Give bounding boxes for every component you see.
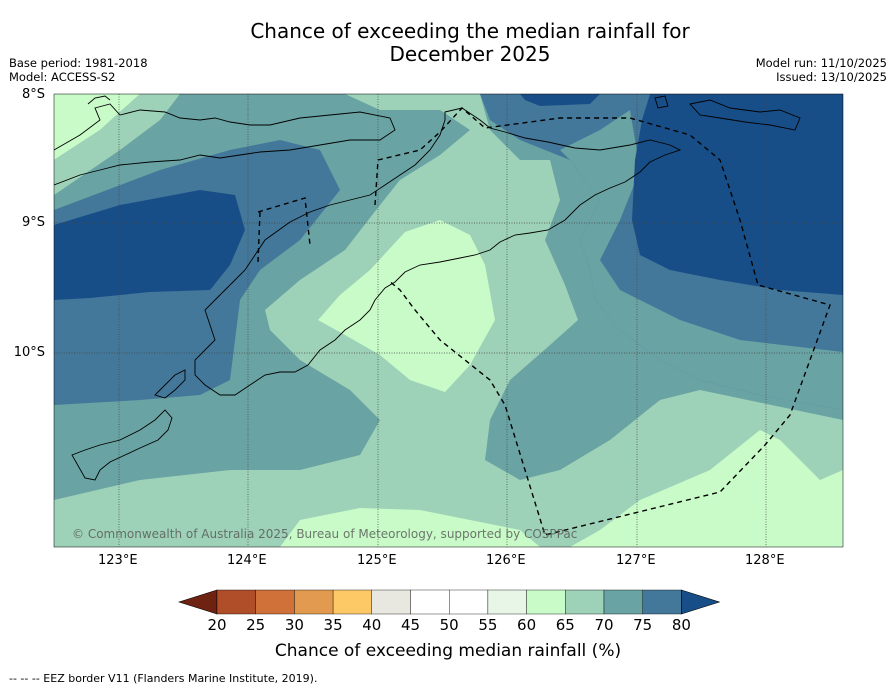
rainfall-contours: © Commonwealth of Australia 2025, Bureau…: [54, 94, 843, 547]
lon-label-124e: 124°E: [227, 553, 267, 568]
graticule: [54, 94, 843, 547]
contour-70-75-east: [560, 110, 843, 410]
lat-label-9s: 9°S: [21, 215, 45, 230]
small-island: [87, 95, 111, 105]
contour-80-north: [520, 94, 600, 106]
model-name: Model: ACCESS-S2: [9, 70, 116, 84]
colorbar-bin: [371, 589, 411, 615]
colorbar-tick-label: 35: [323, 616, 343, 634]
eez-border-east: [374, 107, 831, 536]
colorbar-bin: [449, 589, 489, 615]
colorbar-tick-label: 65: [555, 616, 575, 634]
colorbar-arrow-high: [681, 589, 721, 615]
title-line-1: Chance of exceeding the median rainfall …: [250, 19, 690, 43]
colorbar-bin: [565, 589, 605, 615]
colorbar-tick-label: 75: [633, 616, 653, 634]
colorbar-bin: [642, 589, 682, 615]
small-island-east: [654, 95, 669, 109]
colorbar-tick-label: 50: [439, 616, 459, 634]
coastlines: [54, 95, 801, 481]
eez-border-west: [257, 197, 311, 263]
colorbar-tick-label: 70: [594, 616, 614, 634]
tanimbar-island: [689, 99, 801, 131]
lon-label-127e: 127°E: [616, 553, 656, 568]
lon-label-128e: 128°E: [745, 553, 785, 568]
rote-island: [154, 369, 186, 399]
lon-label-126e: 126°E: [486, 553, 526, 568]
map-frame: [53, 93, 844, 548]
eez-footnote: -- -- -- EEZ border V11 (Flanders Marine…: [9, 672, 318, 685]
colorbar-tick-label: 40: [362, 616, 382, 634]
title-line-2: December 2025: [389, 42, 551, 66]
flores-coast: [54, 103, 396, 186]
colorbar-tick-label: 20: [207, 616, 227, 634]
colorbar-bin: [487, 589, 527, 615]
contour-60-65-southeast: [570, 430, 843, 547]
contour-60-65-topleft: [54, 94, 140, 160]
sumba-coast: [71, 409, 173, 481]
contour-80-west: [54, 190, 245, 300]
base-period: Base period: 1981-2018: [9, 56, 148, 70]
colorbar-tick-label: 60: [517, 616, 537, 634]
contour-80-east: [632, 94, 843, 295]
meta-right: Model run: 11/10/2025 Issued: 13/10/2025: [756, 56, 887, 84]
model-run: Model run: 11/10/2025: [755, 56, 887, 70]
colorbar-tick-label: 45: [400, 616, 421, 634]
copyright-notice: © Commonwealth of Australia 2025, Bureau…: [72, 527, 577, 541]
map-title: Chance of exceeding the median rainfall …: [220, 20, 720, 66]
colorbar-bin: [216, 589, 256, 615]
colorbar-label: Chance of exceeding median rainfall (%): [274, 641, 622, 661]
lat-label-10s: 10°S: [13, 345, 45, 360]
contour-60-65-central: [318, 220, 495, 392]
colorbar-bin: [410, 589, 450, 615]
contour-65-70-topleft: [54, 94, 180, 195]
colorbar-tick-label: 25: [246, 616, 266, 634]
colorbar-bin: [294, 589, 334, 615]
colorbar-arrow-low: [178, 589, 218, 615]
colorbar-tick-label: 30: [284, 616, 304, 634]
timor-coast: [194, 107, 682, 396]
issued-date: Issued: 13/10/2025: [776, 70, 887, 84]
colorbar: [178, 589, 721, 615]
contour-60-65-south: [280, 508, 540, 547]
colorbar-bin: [332, 589, 373, 615]
colorbar-bin: [255, 589, 295, 615]
colorbar-bin: [603, 589, 643, 615]
colorbar-bin: [526, 589, 566, 615]
colorbar-tick-label: 80: [671, 616, 691, 634]
meta-left: Base period: 1981-2018 Model: ACCESS-S2: [9, 56, 148, 84]
lon-label-125e: 125°E: [357, 553, 397, 568]
lat-label-8s: 8°S: [21, 87, 45, 102]
colorbar-tick-label: 55: [478, 616, 498, 634]
lon-label-123e: 123°E: [98, 553, 138, 568]
